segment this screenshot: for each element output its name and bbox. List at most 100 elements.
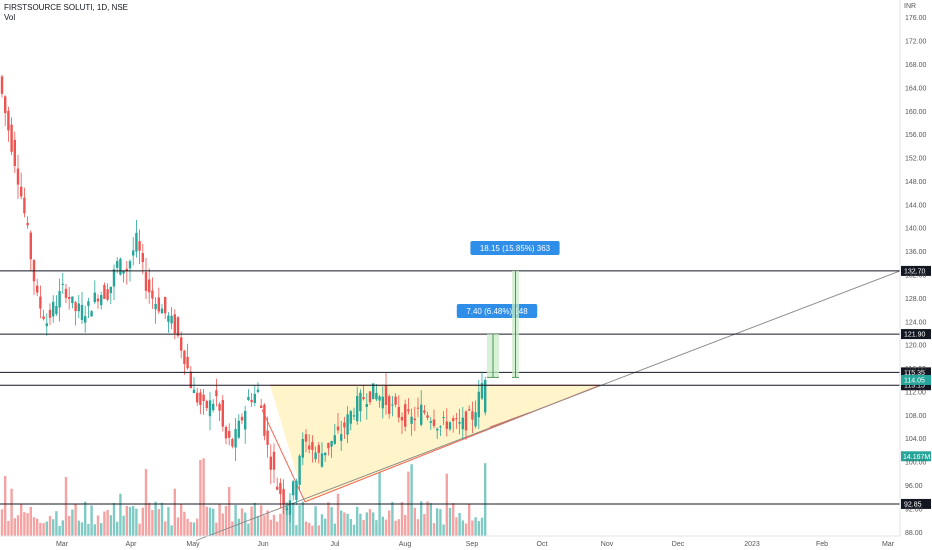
volume-bar [26, 513, 29, 536]
candle-body [292, 481, 295, 496]
candle-body [106, 289, 109, 300]
candle-body [423, 410, 426, 413]
volume-bar [160, 502, 164, 536]
volume-bar [77, 520, 80, 536]
candle-body [288, 500, 292, 515]
volume-bar [365, 512, 368, 536]
candle-body [144, 272, 148, 291]
candle-body [320, 453, 324, 467]
volume-bar [256, 515, 260, 536]
candle-body [122, 270, 125, 274]
candle-body [80, 304, 84, 320]
x-tick-label: Apr [126, 541, 138, 548]
volume-bar [183, 511, 186, 536]
candle-body [205, 400, 208, 409]
volume-bar [397, 519, 400, 536]
volume-bar [416, 519, 420, 536]
candle-body [87, 301, 90, 306]
candle-body [484, 379, 487, 413]
volume-bar [180, 504, 183, 536]
volume-bar [442, 524, 445, 536]
volume-bar [189, 522, 192, 536]
volume-bar [420, 501, 423, 536]
volume-bar [4, 475, 7, 536]
horizontal-levels: 132.70 121.90 115.35 113.15 92.85 114.05 14.16… [0, 265, 931, 509]
y-tick-label: 116.00 [905, 366, 926, 373]
volume-bar [7, 520, 10, 536]
candle-body [151, 290, 154, 299]
candle-body [128, 261, 132, 269]
volume-bar [410, 464, 413, 536]
x-tick-label: Mar [882, 541, 895, 548]
volume-bar [199, 459, 202, 536]
volume-bar [208, 507, 212, 536]
y-tick-label: 164.00 [905, 85, 927, 92]
volume-bar [205, 506, 208, 536]
candle-body [298, 455, 301, 485]
candle-body [458, 422, 461, 424]
candle-body [365, 404, 368, 407]
volume-bar [106, 509, 109, 536]
volume-bar [228, 487, 231, 536]
candle-body [253, 393, 256, 403]
candle-body [346, 414, 349, 435]
triangle-fill [270, 385, 600, 502]
volume-bar [192, 522, 196, 536]
volume-bar [263, 515, 266, 536]
volume-bar [391, 502, 394, 536]
candle-body [368, 391, 372, 403]
level-tag [901, 329, 931, 340]
measure-label-box [470, 241, 560, 255]
volume-bar [202, 458, 205, 536]
candle-body [189, 371, 192, 389]
candle-body [256, 389, 260, 393]
x-tick-label: Sep [466, 541, 479, 548]
y-tick-label: 156.00 [905, 132, 927, 139]
candle-body [279, 482, 282, 495]
candle-body [420, 404, 423, 425]
candle-body [167, 315, 170, 322]
candle-body [394, 396, 397, 405]
y-tick-label: 136.00 [905, 249, 927, 256]
volume-bar [285, 502, 288, 536]
y-tick-label: 172.00 [905, 39, 927, 46]
volume-bar [164, 521, 167, 536]
volume-bar [445, 473, 448, 536]
candle-body [404, 404, 407, 427]
volume-bar [138, 523, 141, 536]
volume-bar [144, 469, 148, 536]
volume-bar [80, 522, 84, 536]
level-tag [901, 380, 931, 391]
volume-bar [122, 515, 125, 536]
volume-bar [128, 506, 132, 536]
volume-bar [135, 508, 138, 536]
candle-body [84, 316, 87, 323]
level-tag-label: 92.85 [904, 501, 922, 508]
x-tick-label: Jun [257, 541, 268, 548]
level-tag [901, 498, 931, 509]
volume-bars [0, 458, 487, 536]
candle-body [20, 186, 23, 197]
candle-body [212, 403, 215, 411]
volume-bar [266, 510, 269, 536]
candle-body [372, 383, 375, 400]
volume-bar [247, 523, 250, 536]
candle-body [285, 507, 288, 511]
price-axis: 88.0092.0096.00100.00104.00108.00112.001… [899, 0, 927, 537]
candle-body [324, 452, 327, 456]
candle-body [468, 409, 471, 411]
volume-bar [375, 520, 378, 536]
volume-bar [71, 509, 74, 536]
candle-body [477, 391, 480, 418]
volume-tag-label: 14.167M [903, 454, 930, 461]
candle-body [7, 110, 10, 131]
volume-bar [116, 521, 119, 536]
volume-bar [314, 506, 317, 536]
y-tick-label: 176.00 [905, 15, 927, 22]
candle-body [416, 407, 420, 409]
candle-body [148, 279, 151, 293]
candle-body [250, 399, 253, 403]
volume-bar [20, 503, 23, 536]
candle-body [308, 445, 311, 450]
